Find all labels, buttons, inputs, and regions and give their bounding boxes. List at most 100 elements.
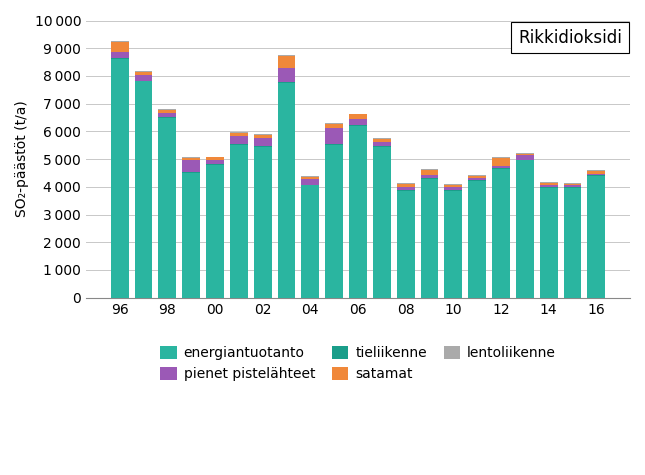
Bar: [135, 75, 152, 81]
Bar: [301, 177, 319, 179]
Bar: [277, 56, 295, 68]
Bar: [159, 109, 176, 110]
Bar: [277, 83, 295, 298]
Bar: [588, 173, 605, 175]
Bar: [373, 146, 391, 147]
Bar: [349, 119, 367, 125]
Bar: [135, 72, 152, 75]
Bar: [183, 157, 200, 158]
Bar: [159, 110, 176, 113]
Bar: [206, 157, 224, 160]
Bar: [516, 160, 534, 161]
Bar: [468, 176, 486, 178]
Legend: energiantuotanto, pienet pistelähteet, tieliikenne, satamat, lentoliikenne: energiantuotanto, pienet pistelähteet, t…: [154, 341, 562, 387]
Bar: [564, 184, 581, 185]
Bar: [540, 185, 558, 187]
Bar: [325, 144, 343, 145]
Bar: [230, 145, 248, 298]
Bar: [397, 187, 415, 190]
Bar: [516, 155, 534, 160]
Bar: [540, 182, 558, 183]
Bar: [111, 52, 128, 58]
Bar: [111, 42, 128, 52]
Bar: [564, 183, 581, 184]
Bar: [253, 135, 272, 138]
Bar: [183, 173, 200, 298]
Bar: [540, 187, 558, 188]
Bar: [349, 114, 367, 119]
Bar: [159, 113, 176, 117]
Bar: [468, 175, 486, 176]
Bar: [492, 158, 510, 166]
Bar: [397, 183, 415, 184]
Bar: [421, 178, 439, 179]
Bar: [492, 169, 510, 298]
Bar: [444, 185, 462, 187]
Bar: [564, 188, 581, 298]
Bar: [492, 157, 510, 158]
Bar: [468, 178, 486, 180]
Bar: [397, 190, 415, 191]
Bar: [349, 125, 367, 126]
Bar: [325, 128, 343, 144]
Bar: [468, 181, 486, 298]
Text: Rikkidioksidi: Rikkidioksidi: [518, 29, 622, 47]
Bar: [253, 147, 272, 298]
Bar: [516, 161, 534, 298]
Bar: [183, 158, 200, 160]
Bar: [301, 176, 319, 177]
Bar: [373, 142, 391, 146]
Bar: [135, 81, 152, 82]
Bar: [253, 138, 272, 146]
Bar: [301, 185, 319, 298]
Bar: [111, 58, 128, 59]
Bar: [253, 146, 272, 147]
Bar: [135, 82, 152, 298]
Bar: [206, 165, 224, 298]
Bar: [253, 134, 272, 135]
Bar: [492, 166, 510, 168]
Bar: [421, 175, 439, 178]
Bar: [111, 59, 128, 298]
Bar: [183, 160, 200, 172]
Bar: [230, 144, 248, 145]
Bar: [516, 154, 534, 155]
Bar: [277, 68, 295, 82]
Bar: [588, 171, 605, 173]
Bar: [588, 175, 605, 176]
Bar: [111, 41, 128, 42]
Bar: [373, 147, 391, 298]
Bar: [564, 187, 581, 188]
Bar: [588, 176, 605, 298]
Bar: [206, 160, 224, 164]
Bar: [421, 170, 439, 175]
Bar: [516, 153, 534, 154]
Bar: [444, 191, 462, 298]
Bar: [349, 126, 367, 298]
Bar: [421, 169, 439, 170]
Bar: [397, 184, 415, 187]
Bar: [468, 180, 486, 181]
Y-axis label: SO₂-päästöt (t/a): SO₂-päästöt (t/a): [15, 101, 29, 218]
Bar: [397, 191, 415, 298]
Bar: [159, 117, 176, 298]
Bar: [540, 183, 558, 185]
Bar: [135, 71, 152, 72]
Bar: [301, 179, 319, 185]
Bar: [492, 168, 510, 169]
Bar: [277, 82, 295, 83]
Bar: [230, 136, 248, 144]
Bar: [564, 185, 581, 187]
Bar: [325, 124, 343, 128]
Bar: [183, 172, 200, 173]
Bar: [444, 190, 462, 191]
Bar: [230, 133, 248, 136]
Bar: [206, 164, 224, 165]
Bar: [373, 139, 391, 142]
Bar: [421, 179, 439, 298]
Bar: [325, 145, 343, 298]
Bar: [444, 187, 462, 190]
Bar: [373, 138, 391, 139]
Bar: [540, 188, 558, 298]
Bar: [444, 184, 462, 185]
